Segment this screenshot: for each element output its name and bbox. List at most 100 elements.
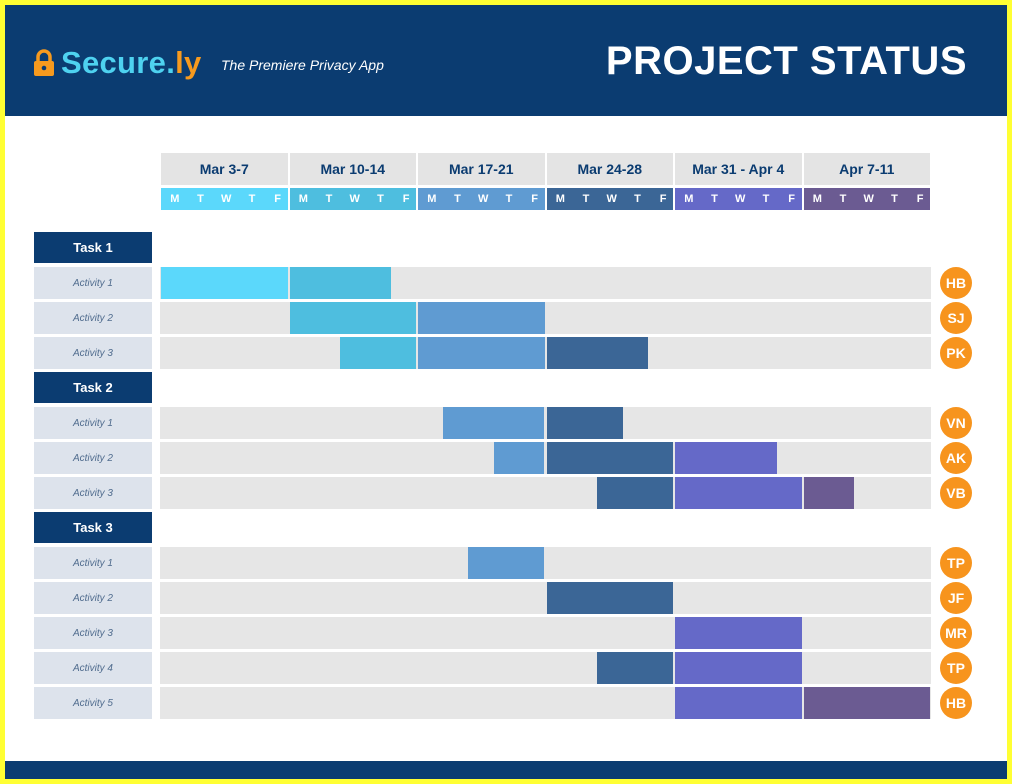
day-label: T [891,193,898,205]
day-label: M [555,193,565,205]
gantt-bar-segment [494,442,545,474]
gantt-bar-segment [596,477,673,509]
task-header: Task 2 [34,372,152,403]
day-label: T [325,193,333,205]
activity-label: Activity 1 [34,407,152,439]
week-header: Mar 31 - Apr 4 [675,153,802,185]
week-header: Mar 24-28 [546,153,673,185]
activity-label: Activity 3 [34,617,152,649]
day-label: F [788,193,795,205]
gantt-bar-segment [468,547,545,579]
gantt-bar-segment [546,582,673,614]
project-status-sheet: Secure.ly The Premiere Privacy App PROJE… [5,5,1007,779]
brand-name: Secure.ly [61,45,202,81]
activity-label: Activity 1 [34,267,152,299]
gantt-bar-segment [675,617,802,649]
gantt-bar-segment [596,652,673,684]
day-label: T [582,193,590,205]
day-label: T [454,193,461,205]
owner-badge: PK [940,337,972,369]
week-header: Mar 10-14 [289,153,416,185]
week-header: Apr 7-11 [803,153,930,185]
day-label: F [531,193,538,205]
tagline: The Premiere Privacy App [221,57,384,73]
day-label: M [170,193,180,205]
day-label: M [812,193,822,205]
gantt-bar-segment [546,337,649,369]
day-label: W [863,193,874,205]
gantt-bar-segment [161,267,288,299]
day-label: W [606,193,617,205]
activity-label: Activity 3 [34,337,152,369]
gantt-bar-segment [546,442,673,474]
day-label: W [349,193,360,205]
gantt-bar-segment [339,337,416,369]
day-label: F [274,193,281,205]
activity-track [160,267,931,299]
activity-track [160,407,931,439]
activity-label: Activity 4 [34,652,152,684]
activity-label: Activity 2 [34,302,152,334]
owner-badge: VB [940,477,972,509]
gantt-bar-segment [675,442,777,474]
owner-badge: HB [940,267,972,299]
day-label: F [402,193,410,205]
gantt-bar-segment [675,652,802,684]
gantt-bar-segment [675,687,802,719]
activity-track [160,547,931,579]
day-label: W [221,193,232,205]
brand-name-accent: ly [175,45,202,80]
activity-track [160,652,931,684]
day-label: T [711,193,718,205]
owner-badge: TP [940,547,972,579]
day-label: T [634,193,641,205]
header-banner: Secure.ly The Premiere Privacy App PROJE… [5,5,1007,116]
gantt-bar-segment [803,687,930,719]
day-label: T [505,193,513,205]
owner-badge: TP [940,652,972,684]
owner-badge: HB [940,687,972,719]
activity-label: Activity 1 [34,547,152,579]
activity-track [160,302,931,334]
owner-badge: VN [940,407,972,439]
week-header: Mar 17-21 [418,153,545,185]
activity-label: Activity 3 [34,477,152,509]
task-header: Task 3 [34,512,152,543]
brand-logo: Secure.ly [33,45,202,81]
gantt-bar-segment [418,337,545,369]
activity-track [160,442,931,474]
day-label: F [659,193,667,205]
day-label: F [916,193,924,205]
activity-track [160,687,931,719]
owner-badge: AK [940,442,972,474]
day-label: T [377,193,384,205]
footer-band [5,761,1007,779]
activity-label: Activity 2 [34,582,152,614]
day-label: T [248,193,256,205]
activity-track [160,617,931,649]
week-header: Mar 3-7 [161,153,288,185]
task-header: Task 1 [34,232,152,263]
gantt-bar-segment [803,477,854,509]
day-label: T [197,193,204,205]
activity-track [160,477,931,509]
day-label: W [735,193,746,205]
owner-badge: MR [940,617,972,649]
day-label: M [684,193,694,205]
gantt-bar-segment [289,267,392,299]
gantt-bar-segment [442,407,545,439]
page-title: PROJECT STATUS [605,39,967,83]
owner-badge: JF [940,582,972,614]
gantt-bar-segment [289,302,416,334]
day-label: W [478,193,489,205]
gantt-bar-segment [546,407,623,439]
activity-label: Activity 2 [34,442,152,474]
lock-icon [34,49,54,76]
day-label: M [298,193,308,205]
